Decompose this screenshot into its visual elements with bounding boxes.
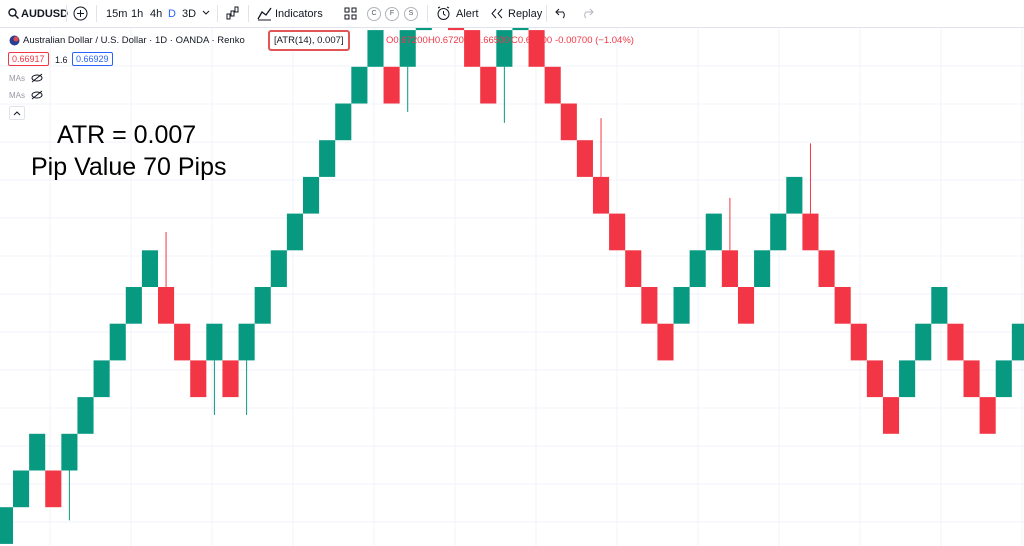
separator — [546, 5, 547, 22]
brick-up — [141, 250, 158, 287]
brick-down — [641, 287, 658, 324]
brick-down — [866, 360, 883, 398]
brick-down — [592, 176, 610, 214]
brick-down — [528, 30, 545, 67]
brick-up — [302, 176, 320, 214]
brick-down — [158, 287, 175, 324]
search-icon[interactable] — [8, 8, 19, 19]
brick-up — [254, 287, 271, 324]
separator — [427, 5, 428, 22]
brick-down — [544, 66, 561, 104]
brick-up — [899, 360, 916, 398]
interval[interactable]: 4h — [150, 8, 163, 20]
undo-button[interactable] — [555, 7, 568, 19]
layout-button[interactable] — [344, 7, 357, 20]
compare-button[interactable] — [73, 6, 88, 21]
brick-up — [399, 30, 416, 67]
replay-button[interactable]: Replay — [508, 8, 543, 20]
template-button[interactable]: S — [404, 7, 418, 21]
brick-up — [689, 250, 706, 287]
brick-down — [818, 250, 835, 287]
brick-up — [319, 140, 336, 177]
separator — [248, 5, 249, 22]
annotation: Pip Value 70 Pips — [31, 153, 227, 181]
brick-down — [963, 360, 980, 398]
template-button[interactable]: F — [385, 7, 399, 21]
brick-up — [995, 360, 1012, 398]
brick-down — [834, 287, 851, 324]
brick-down — [850, 323, 867, 361]
separator — [66, 5, 67, 22]
annotation: ATR = 0.007 — [57, 121, 197, 149]
interval[interactable]: 3D — [182, 8, 197, 20]
brick-down — [174, 323, 191, 361]
brick-up — [238, 323, 255, 361]
brick-up — [754, 250, 771, 287]
interval[interactable]: 1h — [131, 8, 144, 20]
brick-up — [0, 507, 14, 544]
brick-up — [270, 250, 287, 287]
brick-up — [29, 433, 46, 471]
brick-down — [576, 140, 593, 177]
brick-down — [721, 250, 738, 287]
brick-up — [367, 30, 384, 67]
brick-up — [512, 28, 529, 31]
brick-up — [1011, 323, 1024, 361]
brick-up — [125, 287, 142, 324]
interval-active[interactable]: D — [168, 8, 176, 20]
brick-down — [802, 213, 819, 251]
replay-icon[interactable] — [490, 8, 504, 19]
brick-up — [93, 360, 110, 398]
separator — [96, 5, 97, 22]
brick-up — [61, 433, 78, 471]
brick-down — [222, 360, 239, 398]
brick-down — [383, 66, 400, 104]
chart-type-button[interactable] — [225, 6, 240, 21]
brick-up — [496, 30, 513, 67]
brick-down — [979, 397, 996, 434]
brick-up — [13, 470, 30, 508]
brick-up — [206, 323, 223, 361]
separator — [217, 5, 218, 22]
symbol[interactable]: AUDUSD — [21, 8, 69, 20]
brick-up — [286, 213, 303, 251]
indicators-icon[interactable] — [257, 6, 272, 21]
brick-up — [705, 213, 722, 251]
brick-down — [45, 470, 62, 508]
interval[interactable]: 15m — [106, 8, 128, 20]
brick-down — [657, 323, 674, 361]
toolbar: AUDUSD 15m 1h 4h D 3D Indicators C F S A… — [0, 0, 1024, 28]
brick-down — [480, 66, 497, 104]
redo-button[interactable] — [581, 7, 594, 19]
brick-up — [770, 213, 787, 251]
brick-down — [882, 397, 900, 434]
brick-up — [915, 323, 932, 361]
brick-up — [415, 28, 432, 31]
brick-down — [737, 287, 755, 324]
brick-down — [464, 30, 481, 67]
brick-up — [673, 287, 690, 324]
brick-down — [190, 360, 207, 398]
brick-down — [947, 323, 964, 361]
brick-up — [786, 176, 803, 214]
brick-up — [335, 103, 352, 141]
interval-menu[interactable] — [202, 10, 210, 16]
brick-up — [931, 287, 948, 324]
brick-down — [560, 103, 577, 141]
brick-down — [609, 213, 626, 251]
brick-up — [109, 323, 126, 361]
indicators-button[interactable]: Indicators — [275, 8, 323, 20]
alert-button[interactable]: Alert — [456, 8, 479, 20]
brick-down — [625, 250, 642, 287]
brick-down — [447, 28, 465, 31]
alert-icon[interactable] — [436, 6, 451, 21]
brick-up — [77, 397, 94, 434]
template-button[interactable]: C — [367, 7, 381, 21]
brick-up — [351, 66, 368, 104]
